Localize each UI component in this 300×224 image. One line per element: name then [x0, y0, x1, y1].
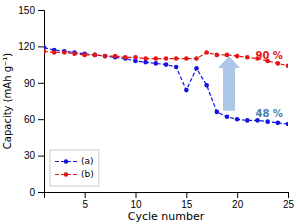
- tick: 60: [24, 114, 44, 125]
- plot: 5 10 15 20 25 0 30 60 90 120 150 90 % 48 % (a) (b): [18, 5, 294, 210]
- marker: [245, 118, 250, 123]
- legend-label: (a): [81, 156, 94, 166]
- tick-label: 90: [24, 78, 36, 89]
- tick-mark: [38, 192, 44, 193]
- marker: [154, 56, 159, 61]
- marker: [184, 56, 189, 61]
- marker: [286, 64, 288, 69]
- tick-label: 15: [181, 199, 193, 210]
- tick-mark: [85, 192, 86, 198]
- marker: [204, 83, 209, 88]
- tick-label: 20: [232, 199, 244, 210]
- tick-mark: [186, 192, 187, 198]
- marker: [93, 53, 98, 58]
- tick-mark: [237, 192, 238, 198]
- tick: 150: [18, 5, 44, 16]
- x-axis: 5 10 15 20 25: [45, 192, 295, 210]
- tick-mark: [38, 10, 44, 11]
- marker: [235, 117, 240, 122]
- marker: [276, 121, 281, 126]
- marker: [52, 50, 57, 55]
- marker: [235, 54, 240, 59]
- tick: 25: [283, 192, 295, 210]
- marker: [215, 110, 220, 115]
- marker: [62, 50, 67, 55]
- marker: [164, 62, 169, 67]
- marker: [164, 56, 169, 61]
- chart: 5 10 15 20 25 0 30 60 90 120 150 90 % 48 % (a) (b) Cycl…: [0, 0, 300, 224]
- marker: [143, 56, 148, 61]
- marker: [225, 53, 230, 58]
- tick: 0: [29, 187, 44, 198]
- marker: [103, 54, 108, 59]
- marker: [204, 50, 209, 55]
- marker: [174, 65, 179, 70]
- marker: [286, 122, 288, 127]
- series-line: [44, 51, 288, 66]
- tick: 120: [18, 41, 44, 52]
- marker: [44, 49, 46, 54]
- tick-label: 120: [18, 41, 35, 52]
- tick-mark: [38, 119, 44, 120]
- data: [44, 45, 288, 126]
- marker: [194, 66, 199, 71]
- marker: [265, 119, 270, 124]
- tick: 10: [130, 192, 142, 210]
- marker: [82, 53, 87, 58]
- axis-line: [45, 193, 289, 199]
- legend-marker: [64, 172, 69, 177]
- marker: [174, 56, 179, 61]
- x-axis-title: Cycle number: [128, 210, 205, 223]
- marker: [184, 88, 189, 93]
- tick: 15: [181, 192, 193, 210]
- marker: [154, 61, 159, 66]
- tick: 20: [232, 192, 244, 210]
- legend-label: (b): [81, 169, 94, 179]
- tick-label: 5: [82, 199, 88, 210]
- marker: [276, 61, 281, 66]
- axis-line: [38, 11, 45, 193]
- tick-mark: [38, 46, 44, 47]
- y-axis: 0 30 60 90 120 150: [18, 5, 44, 198]
- legend-marker: [64, 159, 69, 164]
- tick-label: 25: [283, 199, 295, 210]
- annotation: 90 %: [255, 50, 282, 61]
- marker: [133, 55, 138, 60]
- tick-mark: [136, 192, 137, 198]
- annotation: 48 %: [255, 108, 282, 119]
- tick-label: 0: [29, 187, 35, 198]
- y-axis-title: Capacity (mAh g⁻¹): [2, 53, 13, 150]
- tick: 30: [24, 150, 44, 161]
- marker: [93, 53, 98, 58]
- marker: [194, 56, 199, 61]
- tick-label: 30: [24, 150, 36, 161]
- marker: [72, 51, 77, 56]
- tick-label: 60: [24, 114, 36, 125]
- legend: (a) (b): [50, 150, 99, 186]
- marker: [215, 53, 220, 58]
- marker: [113, 54, 118, 59]
- tick-mark: [38, 156, 44, 157]
- marker: [225, 114, 230, 119]
- tick-mark: [38, 83, 44, 84]
- legend-box: [50, 150, 99, 186]
- marker: [123, 55, 128, 60]
- marker: [103, 54, 108, 59]
- arrow: [218, 56, 240, 111]
- marker: [245, 55, 250, 60]
- tick: 90: [24, 78, 44, 89]
- series-line: [44, 48, 288, 124]
- tick-mark: [288, 192, 289, 198]
- tick-label: 150: [18, 5, 35, 16]
- tick: 5: [82, 192, 88, 210]
- tick-label: 10: [130, 199, 142, 210]
